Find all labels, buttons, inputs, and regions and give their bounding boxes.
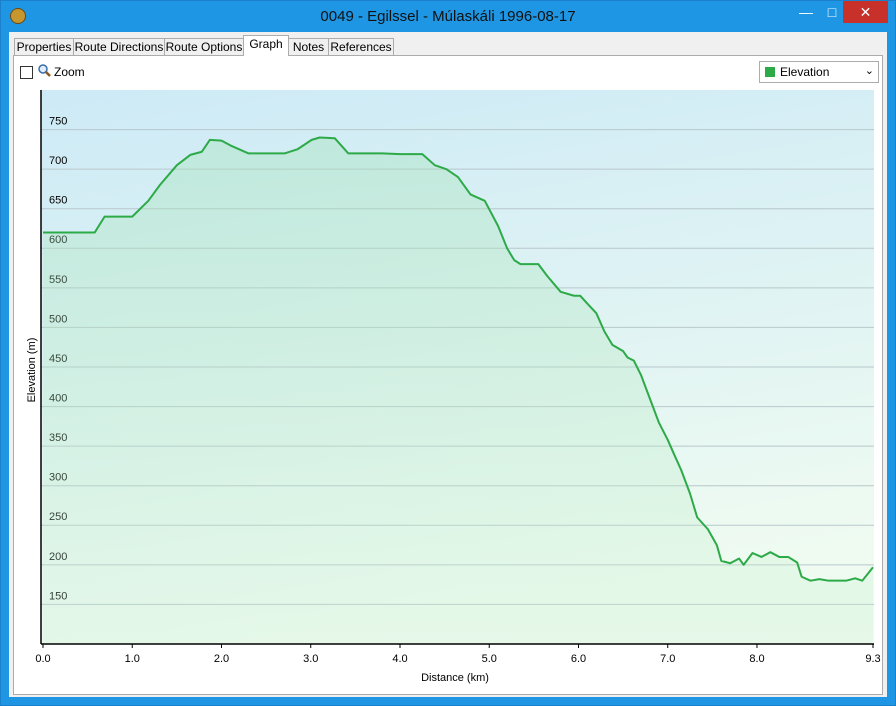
dropdown-arrow: ⌄ [864,65,874,77]
x-tick-label: 7.0 [660,653,675,665]
minimize-button[interactable]: — [799,4,813,20]
series-name: Elevation [780,65,830,79]
close-button[interactable]: ✕ [843,1,888,23]
tab[interactable]: Graph [243,35,289,56]
x-tick-label: 9.3 [865,653,880,665]
x-tick-label: 3.0 [303,653,318,665]
x-axis-title: Distance (km) [421,672,489,684]
tab[interactable]: References [328,38,394,56]
tab[interactable]: Notes [288,38,329,56]
zoom-icon [38,64,51,77]
window-title: 0049 - Egilssel - Múlaskáli 1996-08-17 [320,8,576,25]
zoom-checkbox[interactable] [20,66,33,79]
series-swatch [765,67,775,77]
maximize-button[interactable]: □ [827,4,837,20]
x-tick-label: 5.0 [482,653,497,665]
series-dropdown[interactable]: Elevation ⌄ [759,61,879,83]
y-tick-label: 700 [49,155,67,167]
y-tick-label: 750 [49,115,67,127]
y-tick-label: 650 [49,195,67,207]
x-tick-label: 1.0 [125,653,140,665]
y-axis-title: Elevation (m) [26,338,38,403]
title-bar: 0049 - Egilssel - Múlaskáli 1996-08-17 —… [1,1,895,31]
app-icon [10,8,26,24]
tab[interactable]: Route Directions [73,38,165,56]
x-tick-label: 6.0 [571,653,586,665]
x-tick-label: 0.0 [35,653,50,665]
x-tick-label: 4.0 [392,653,407,665]
elevation-line [43,136,874,582]
elevation-area [43,137,873,644]
x-tick-label: 8.0 [749,653,764,665]
x-tick-label: 2.0 [214,653,229,665]
tab[interactable]: Route Options [164,38,244,56]
zoom-label: Zoom [54,65,85,79]
